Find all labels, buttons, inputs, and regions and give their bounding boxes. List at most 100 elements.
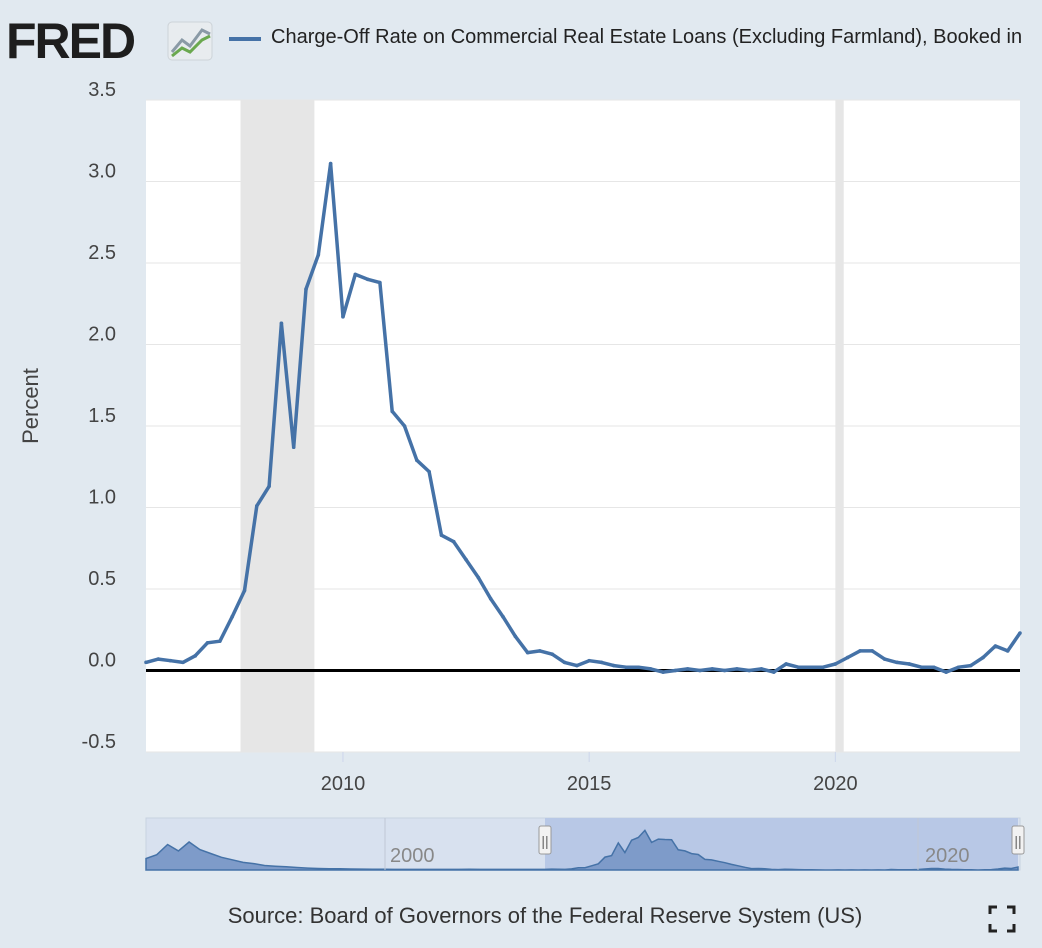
data-point [328,161,333,166]
navigator-handle-body [538,825,552,855]
data-point [427,469,431,474]
data-point [144,660,148,665]
data-point [808,665,813,670]
data-point [254,504,259,508]
data-point [193,654,198,658]
series-line [145,161,1022,674]
y-tick-label: 3.5 [88,80,116,101]
y-tick-label: 1.5 [88,405,116,427]
data-point [882,657,887,661]
data-point [772,670,776,674]
data-point [698,668,702,673]
data-point [833,662,838,666]
data-point [661,670,665,674]
expand-icon[interactable] [988,905,1016,933]
range-navigator[interactable]: 2000 2020 || || [0,816,1042,876]
y-tick-label: -0.5 [82,731,116,753]
y-tick-label: 2.5 [88,242,116,264]
data-point [267,484,271,489]
data-point [759,667,764,671]
data-point [390,409,394,414]
data-point [291,445,296,449]
data-point [907,662,912,666]
data-point [624,665,628,670]
y-tick-label: 2.0 [88,324,116,346]
data-point [242,588,247,593]
data-point [378,280,382,285]
x-tick-label: 2010 [321,773,366,795]
data-point [599,660,604,665]
data-point [230,614,234,619]
data-point [365,277,370,282]
data-point [181,660,185,665]
data-point [562,660,567,665]
data-point [710,667,715,671]
data-point [784,662,788,666]
y-tick-label: 3.0 [88,161,116,183]
data-point [464,557,468,562]
navigator-year-label: 2000 [390,845,435,867]
data-point [944,670,948,674]
data-point [1018,631,1022,635]
source-caption: Source: Board of Governors of the Federa… [227,903,863,928]
data-point [895,660,899,665]
data-point [648,667,653,671]
data-point [513,634,518,639]
data-point [218,639,222,643]
navigator-handle[interactable]: || [1011,825,1025,855]
data-point [796,665,801,670]
navigator-handle-grip: || [1014,833,1021,849]
data-point [685,667,690,671]
data-point [821,665,825,670]
navigator-handle[interactable]: || [538,825,552,855]
data-point [550,652,555,656]
data-point [981,655,985,660]
data-point [341,314,345,319]
data-point [956,665,961,670]
data-point [439,533,444,538]
data-point [611,663,616,668]
legend-series-line [229,37,261,41]
data-point [919,665,924,670]
x-tick-label: 2015 [567,773,612,795]
data-point [1005,649,1010,653]
y-tick-label: 1.0 [88,487,116,509]
data-point [501,614,505,619]
data-point [932,665,936,670]
data-point [156,657,161,661]
y-tick-label: 0.0 [88,650,116,672]
fred-logo[interactable]: FRED [6,10,216,70]
data-point [870,649,875,653]
data-point [353,272,358,277]
data-point [858,649,862,653]
fred-graph-icon [167,21,213,61]
data-point [316,253,321,257]
navigator-year-label: 2020 [925,845,970,867]
chart-header: FRED Charge-Off Rate on Commercial Real … [0,0,1042,80]
data-point [525,650,530,655]
data-point [488,596,493,601]
navigator-handle-body [1011,825,1025,855]
data-point [636,665,641,670]
data-point [402,424,407,428]
line-chart: 3.5 3.0 2.5 2.0 1.5 1.0 0.5 0.0 -0.5 2010 2015 2020… [18,80,1022,795]
y-tick-label: 0.5 [88,568,116,590]
data-point [722,668,727,673]
data-point [205,640,210,645]
data-point [747,668,751,673]
navigator-handle-grip: || [541,833,548,849]
data-point [168,658,173,663]
data-point [845,655,850,660]
x-tick-label: 2020 [813,773,858,795]
data-point [735,667,739,671]
data-point [304,287,308,291]
y-axis-label: Percent [18,368,43,444]
data-point [415,458,419,463]
data-point [451,539,456,544]
data-point [476,575,481,580]
legend-series-label[interactable]: Charge-Off Rate on Commercial Real Estat… [271,26,1023,48]
data-point [279,321,284,326]
data-point [587,658,591,663]
data-point [538,649,542,653]
data-point [575,663,579,668]
